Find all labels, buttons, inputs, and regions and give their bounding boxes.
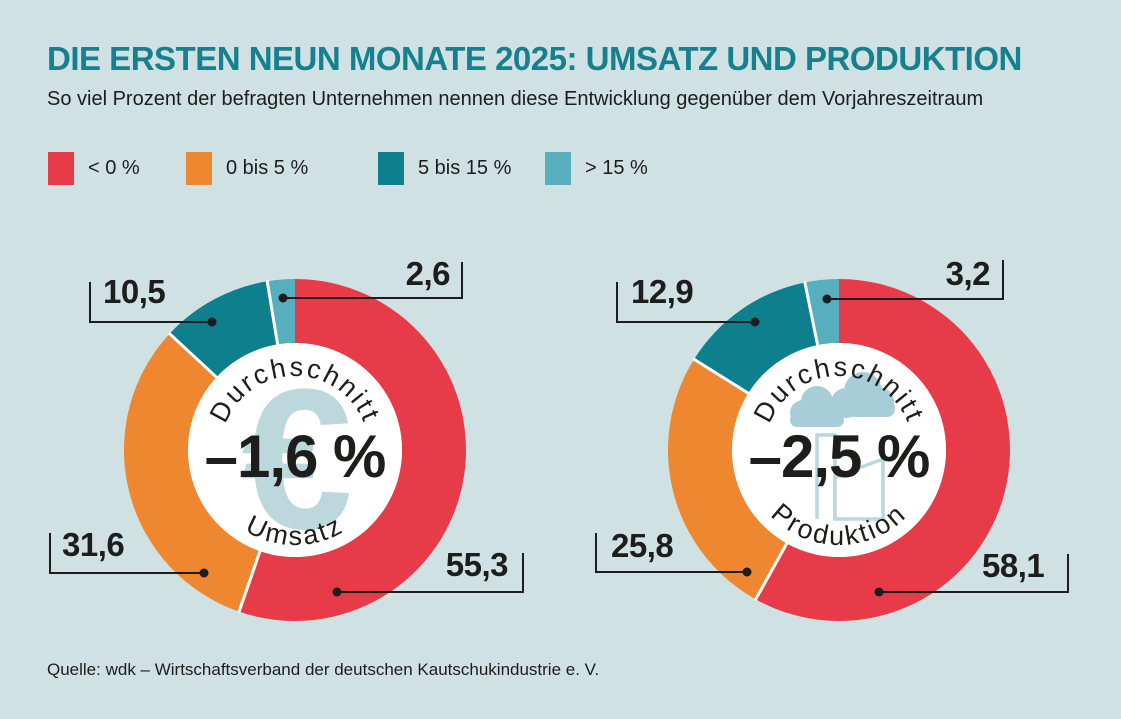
slice-umsatz-2 <box>169 281 278 378</box>
slice-gap <box>803 281 820 347</box>
leader-dot-produktion-0to5 <box>742 567 752 577</box>
value-label-umsatz-0to5: 31,6 <box>62 526 124 563</box>
donut-slices-umsatz <box>123 279 466 621</box>
legend-label-zero-to-five: 0 bis 5 % <box>226 157 309 179</box>
slice-produktion-0 <box>755 279 1010 621</box>
leader-dot-umsatz-gt15 <box>278 293 288 303</box>
slice-umsatz-3 <box>267 279 295 345</box>
leader-line-umsatz-5to15 <box>89 282 212 323</box>
leader-line-produktion-gt15 <box>827 260 1004 300</box>
slice-gap <box>237 549 262 614</box>
center-value-produktion: –2,5 % <box>749 423 930 490</box>
value-label-umsatz-gt15: 2,6 <box>406 255 451 292</box>
value-label-produktion-0to5: 25,8 <box>611 527 673 564</box>
slice-gap <box>167 331 219 380</box>
leader-dot-umsatz-5to15 <box>207 317 217 327</box>
slice-gap <box>265 280 280 346</box>
leader-line-produktion-5to15 <box>616 282 755 323</box>
legend-label-negative: < 0 % <box>88 157 140 179</box>
center-value-umsatz: –1,6 % <box>205 423 386 490</box>
source-note: Quelle: wdk – Wirtschaftsverband der deu… <box>47 660 600 679</box>
value-label-produktion-5to15: 12,9 <box>631 273 693 310</box>
legend-item-five-to-fifteen: 5 bis 15 % <box>378 152 511 185</box>
legend-swatch-zero-to-five <box>186 152 212 185</box>
leader-line-produktion-0to5 <box>595 533 747 573</box>
page-subtitle: So viel Prozent der befragten Unternehme… <box>47 88 984 110</box>
legend: < 0 % 0 bis 5 % 5 bis 15 % > 15 % <box>0 152 1121 188</box>
donut-chart-umsatz: € Durchschnitt Umsatz –1,6 % 2,6 10,5 31… <box>49 255 524 621</box>
leader-dot-produktion-gt15 <box>822 294 832 304</box>
value-label-umsatz-5to15: 10,5 <box>103 273 165 310</box>
value-label-umsatz-neg: 55,3 <box>446 546 508 583</box>
slice-gap <box>692 357 750 396</box>
legend-item-zero-to-five: 0 bis 5 % <box>186 152 308 185</box>
slice-umsatz-0 <box>239 279 466 621</box>
slice-gap <box>753 541 789 601</box>
donut-chart-produktion: Durchschnitt Produktion –2,5 % 3,2 12,9 … <box>595 255 1069 621</box>
leader-dot-produktion-neg <box>874 587 884 597</box>
legend-swatch-over-fifteen <box>545 152 571 185</box>
smoke-clouds <box>790 372 895 427</box>
value-label-produktion-neg: 58,1 <box>982 547 1044 584</box>
legend-swatch-five-to-fifteen <box>378 152 404 185</box>
factory-icon <box>790 372 895 521</box>
slice-produktion-2 <box>694 282 818 394</box>
legend-item-over-fifteen: > 15 % <box>545 152 648 185</box>
leader-line-umsatz-gt15 <box>283 262 463 299</box>
leader-dot-produktion-5to15 <box>750 317 760 327</box>
euro-icon: € <box>241 348 352 571</box>
slice-produktion-3 <box>804 279 839 346</box>
leader-line-produktion-neg <box>879 554 1069 593</box>
legend-swatch-negative <box>48 152 74 185</box>
legend-label-over-fifteen: > 15 % <box>585 157 648 179</box>
page-title: DIE ERSTEN NEUN MONATE 2025: UMSATZ UND … <box>47 40 1022 77</box>
leader-dot-umsatz-0to5 <box>199 568 209 578</box>
leader-dot-umsatz-neg <box>332 587 342 597</box>
slice-umsatz-1 <box>123 333 261 612</box>
donut-slices-produktion <box>667 279 1010 621</box>
slice-produktion-1 <box>667 359 787 600</box>
leader-line-umsatz-0to5 <box>49 533 204 574</box>
leader-line-umsatz-neg <box>337 553 524 593</box>
value-label-produktion-gt15: 3,2 <box>946 255 991 292</box>
legend-label-five-to-fifteen: 5 bis 15 % <box>418 157 512 179</box>
donut-hole-umsatz <box>188 343 402 557</box>
legend-item-negative: < 0 % <box>48 152 140 185</box>
